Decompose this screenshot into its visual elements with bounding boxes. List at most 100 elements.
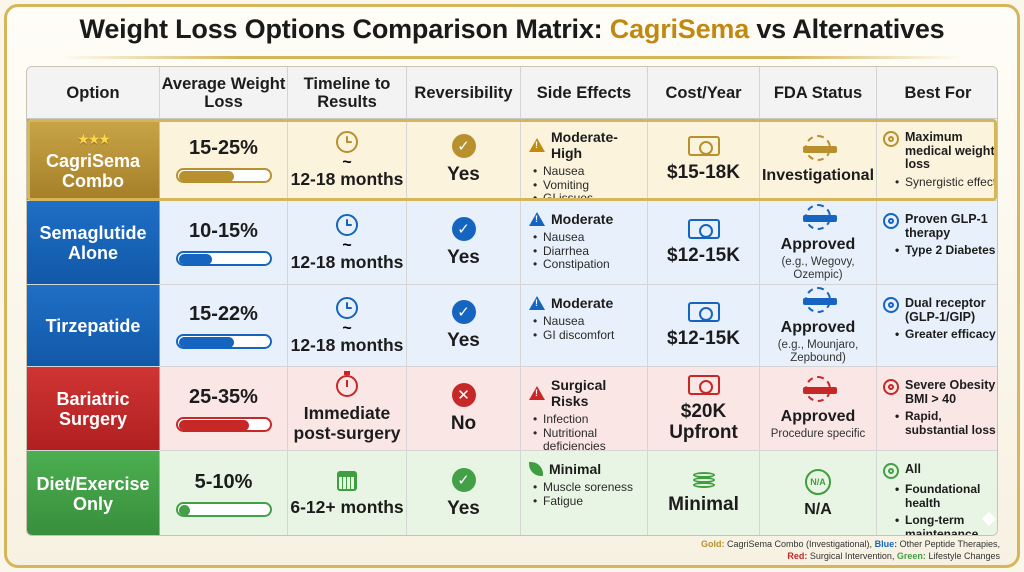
timeline-tilde: ~ — [342, 319, 352, 337]
best-for-main: Severe Obesity BMI > 40 — [883, 378, 997, 406]
page-title: Weight Loss Options Comparison Matrix: C… — [0, 14, 1024, 45]
side-effects-cell: ! Moderate NauseaGI discomfort — [521, 285, 648, 367]
reversibility-value: Yes — [447, 246, 480, 268]
cost-cell: $12-15K — [648, 201, 760, 285]
reversibility-value: No — [450, 412, 477, 434]
timeline-cell: Immediate post-surgery — [288, 367, 407, 451]
seal-icon — [803, 286, 837, 313]
option-name: Diet/Exercise Only — [36, 473, 150, 514]
weight-loss-bar — [175, 167, 272, 183]
best-for-main-text: Severe Obesity BMI > 40 — [905, 378, 996, 406]
comparison-matrix: Option Average Weight Loss Timeline to Res… — [26, 66, 998, 536]
side-effect-item: Vomiting — [533, 178, 593, 193]
reversibility-cell: ✓ Yes — [407, 201, 521, 285]
cost-value: Minimal — [668, 493, 739, 515]
column-header: FDA Status — [760, 67, 877, 119]
check-icon: ✓ — [451, 467, 476, 492]
reversibility-value: Yes — [447, 329, 480, 351]
side-effects-cell: ! Surgical Risks InfectionNutritional defi… — [521, 367, 648, 467]
weight-loss-value: 10-15% — [189, 219, 258, 242]
legend-red-label: Red: — [787, 551, 808, 561]
fda-status-note: Procedure specific — [770, 428, 866, 440]
option-cell: Tirzepatide — [27, 285, 160, 367]
reversibility-cell: ✕ No — [407, 367, 521, 451]
cost-cell: $12-15K — [648, 285, 760, 367]
weight-loss-bar — [175, 250, 272, 266]
seal-icon — [803, 134, 837, 161]
side-effects-cell: ! Moderate NauseaDiarrheaConstipation — [521, 201, 648, 285]
timeline-cell: 6-12+ months — [288, 451, 407, 535]
side-effects-list: NauseaVomitingGI issues — [529, 164, 593, 206]
clock-icon — [336, 213, 358, 236]
side-effects-level: Moderate — [551, 295, 614, 311]
best-for-sub: Type 2 Diabetes — [883, 243, 995, 258]
column-header: Option — [27, 67, 160, 119]
option-name: CagriSema Combo — [45, 150, 141, 191]
target-icon — [883, 213, 899, 229]
best-for-main-text: Maximum medical weight loss — [905, 130, 995, 171]
best-for-main-text: All — [905, 462, 921, 476]
money-icon — [687, 136, 720, 156]
weight-loss-bar-fill — [178, 336, 234, 347]
timeline-value: 12-18 months — [290, 168, 404, 189]
column-header: Average Weight Loss — [160, 67, 288, 119]
best-for-sub: Synergistic effect — [883, 175, 996, 190]
weight-loss-bar — [175, 333, 272, 349]
weight-loss-cell: 5-10% — [160, 451, 288, 535]
clock-hand-minute — [346, 307, 352, 309]
title-highlight: CagriSema — [609, 14, 750, 44]
side-effects-list: Muscle sorenessFatigue — [529, 480, 633, 508]
best-for-main: All — [883, 462, 921, 479]
cost-value: $12-15K — [667, 328, 740, 349]
column-header: Reversibility — [407, 67, 521, 119]
reversibility-value: Yes — [447, 497, 480, 519]
legend-blue-label: Blue: — [874, 539, 898, 549]
option-cell: Bariatric Surgery — [27, 367, 160, 451]
title-divider — [60, 56, 964, 59]
table-row: Semaglutide Alone 10-15% ~12-18 months ✓ Yes… — [27, 201, 997, 285]
option-cell: Diet/Exercise Only — [27, 451, 160, 535]
side-effects-heading: ! Moderate — [529, 211, 613, 227]
weight-loss-value: 15-25% — [189, 136, 258, 159]
stars-icon: ★★★ — [77, 130, 111, 147]
option-name: Bariatric Surgery — [56, 388, 130, 429]
best-for-cell: Dual receptor (GLP-1/GIP) Greater efficac… — [877, 285, 997, 367]
weight-loss-bar-fill — [178, 504, 190, 515]
fda-status-note: (e.g., Mounjaro, Zepbound) — [777, 338, 859, 364]
table-row: Bariatric Surgery 25-35% Immediate post-su… — [27, 367, 997, 467]
side-effect-item: Nausea — [533, 230, 610, 245]
best-for-cell: Proven GLP-1 therapy Type 2 Diabetes — [877, 201, 997, 285]
weight-loss-bar — [175, 416, 272, 432]
column-header: Best For — [877, 67, 997, 119]
timeline-value: 12-18 months — [290, 334, 404, 355]
calendar-icon — [337, 470, 357, 491]
side-effect-item: Muscle soreness — [533, 480, 633, 495]
timeline-cell: ~12-18 months — [288, 201, 407, 285]
fda-status-cell: Approved (e.g., Mounjaro, Zepbound) — [760, 285, 877, 367]
timeline-cell: ~12-18 months — [288, 119, 407, 201]
weight-loss-bar-fill — [178, 170, 234, 181]
column-header: Timeline to Results — [288, 67, 407, 119]
cost-cell: Minimal — [648, 451, 760, 535]
side-effects-level: Moderate — [551, 211, 614, 227]
best-for-sub: Long-term maintenance — [883, 513, 997, 535]
clock-hand-minute — [346, 141, 352, 143]
warning-icon: ! — [529, 386, 545, 400]
timeline-cell: ~12-18 months — [288, 285, 407, 367]
warning-icon: ! — [529, 212, 545, 226]
money-icon — [687, 302, 720, 322]
reversibility-cell: ✓ Yes — [407, 451, 521, 535]
best-for-main: Dual receptor (GLP-1/GIP) — [883, 296, 997, 324]
clock-icon — [336, 296, 358, 319]
legend-gold-label: Gold: — [700, 539, 725, 549]
weight-loss-bar — [175, 501, 272, 517]
side-effects-cell: ! Moderate-HighNauseaVomitingGI issues — [521, 119, 648, 205]
target-icon — [883, 131, 899, 147]
cost-cell: $15-18K — [648, 119, 760, 201]
timeline-value: 12-18 months — [290, 251, 404, 272]
side-effect-item: Constipation — [533, 257, 610, 272]
cost-value: $12-15K — [667, 245, 740, 266]
side-effect-item: Nausea — [533, 164, 593, 179]
warning-icon: ! — [529, 296, 545, 310]
side-effect-item: Nausea — [533, 314, 614, 329]
